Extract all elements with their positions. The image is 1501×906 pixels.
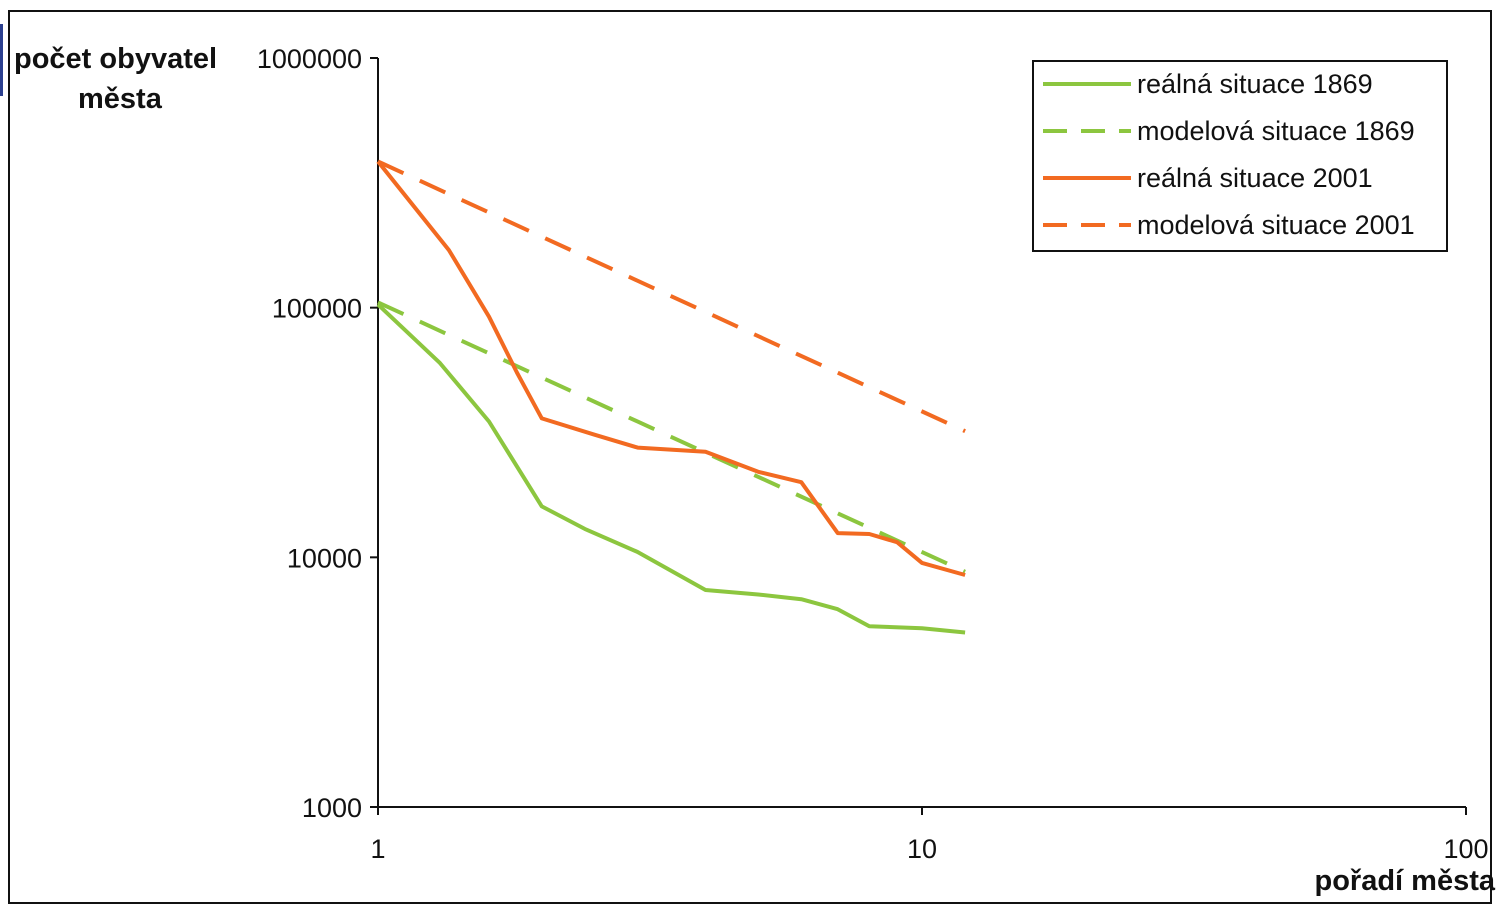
axis-titles: počet obyvatel města pořadí města <box>14 43 1496 897</box>
series-line-1 <box>376 303 966 635</box>
y-tick-label: 10000 <box>287 543 362 573</box>
x-tick-label: 100 <box>1443 834 1488 864</box>
y-axis-title-line1: počet obyvatel <box>14 43 217 75</box>
legend-label-3: reálná situace 2001 <box>1137 163 1373 193</box>
legend: reálná situace 1869 modelová situace 1869… <box>1032 60 1448 252</box>
legend-label-2: modelová situace 1869 <box>1137 116 1415 146</box>
y-tick-label: 1000 <box>302 793 362 823</box>
x-tick-label: 10 <box>907 834 937 864</box>
y-axis-title-line2: města <box>78 83 163 115</box>
axes: 1000 10000 100000 1000000 1 10 100 <box>257 44 1489 864</box>
legend-box <box>1032 60 1448 252</box>
left-accent-bar <box>0 24 3 96</box>
legend-label-4: modelová situace 2001 <box>1137 210 1415 240</box>
x-tick-label: 1 <box>370 834 385 864</box>
y-tick-label: 1000000 <box>257 44 362 74</box>
series-line-3 <box>376 160 966 577</box>
series-layer <box>376 159 966 635</box>
x-axis-title: pořadí města <box>1315 865 1496 897</box>
y-tick-label: 100000 <box>272 294 362 324</box>
series-line-2 <box>377 300 966 574</box>
legend-label-1: reálná situace 1869 <box>1137 69 1373 99</box>
series-line-4 <box>377 159 966 434</box>
